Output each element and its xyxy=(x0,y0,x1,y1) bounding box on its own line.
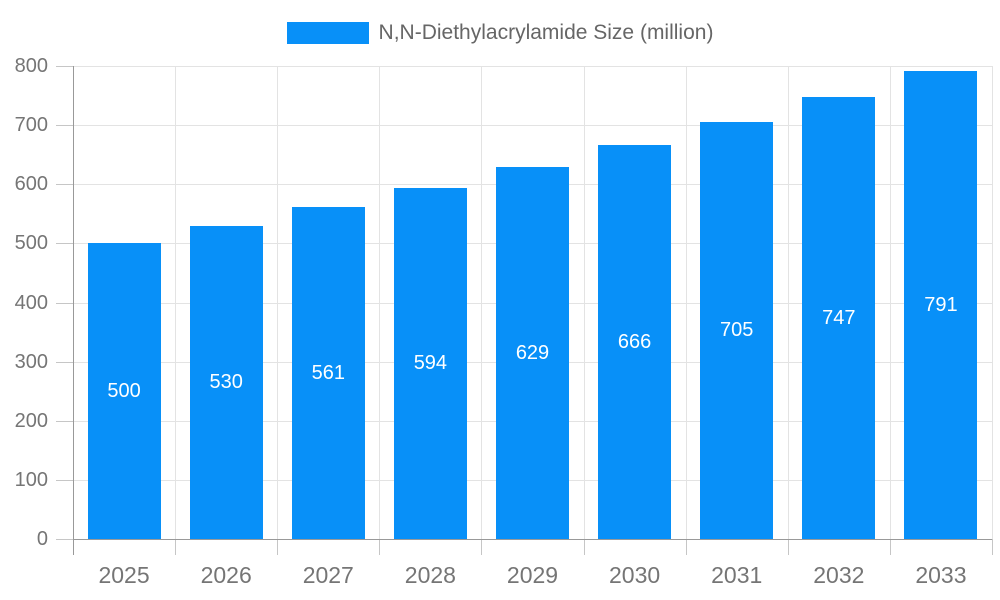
y-axis-label: 100 xyxy=(14,468,48,491)
x-axis-label: 2025 xyxy=(98,562,150,588)
y-axis-label: 700 xyxy=(14,114,48,137)
bar-2027[interactable]: 561 xyxy=(291,207,365,539)
bar-value-label: 705 xyxy=(720,319,754,342)
x-axis-line xyxy=(73,539,992,540)
gridline-vertical xyxy=(379,66,381,539)
bar-value-label: 594 xyxy=(413,351,448,374)
x-axis-tick xyxy=(889,539,891,555)
x-axis-label: 2031 xyxy=(711,562,763,588)
bar-value-label: 500 xyxy=(107,379,141,402)
y-axis-tick xyxy=(56,66,73,67)
bar-2025[interactable]: 500 xyxy=(87,243,161,539)
y-axis-tick xyxy=(56,125,73,127)
y-axis-label: 300 xyxy=(14,350,48,373)
y-axis-label: 600 xyxy=(14,173,48,196)
gridline-vertical xyxy=(481,66,483,539)
x-axis-tick xyxy=(685,539,687,555)
bar-2028[interactable]: 594 xyxy=(393,187,467,539)
gridline-vertical xyxy=(175,66,177,539)
x-axis-label: 2029 xyxy=(506,562,559,588)
y-axis-tick xyxy=(56,184,73,186)
x-axis-tick xyxy=(175,539,177,555)
x-axis-tick xyxy=(787,539,789,555)
gridline-vertical xyxy=(889,66,891,539)
x-axis-tick xyxy=(583,539,585,555)
bar-2031[interactable]: 705 xyxy=(700,122,774,539)
legend-swatch xyxy=(286,22,369,44)
x-axis-label: 2027 xyxy=(302,562,354,588)
bar-2030[interactable]: 666 xyxy=(598,145,672,539)
y-axis-tick xyxy=(56,479,73,481)
x-axis-label: 2026 xyxy=(200,562,252,588)
x-axis-tick xyxy=(379,539,381,555)
bar-value-label: 561 xyxy=(311,361,345,384)
x-axis-label: 2030 xyxy=(609,562,661,588)
gridline-vertical xyxy=(583,66,585,539)
gridline-horizontal xyxy=(73,66,992,67)
bar-2032[interactable]: 747 xyxy=(802,97,876,539)
bar-value-label: 791 xyxy=(924,293,958,316)
y-axis-tick xyxy=(56,420,73,422)
y-axis-label: 400 xyxy=(14,291,48,314)
y-axis-label: 800 xyxy=(14,55,48,77)
gridline-vertical xyxy=(992,66,993,539)
x-axis-tick xyxy=(277,539,279,555)
y-axis-tick xyxy=(56,539,73,540)
bar-value-label: 666 xyxy=(617,330,652,353)
y-axis-label: 0 xyxy=(36,528,48,550)
bar-2029[interactable]: 629 xyxy=(496,167,569,539)
y-axis-line xyxy=(73,66,74,555)
legend[interactable]: N,N-Diethylacrylamide Size (million) xyxy=(0,22,1000,44)
x-axis-label: 2028 xyxy=(404,562,456,588)
gridline-horizontal xyxy=(73,125,992,127)
x-axis-tick xyxy=(992,539,993,555)
bar-value-label: 629 xyxy=(515,341,550,364)
bar-2033[interactable]: 791 xyxy=(904,71,978,539)
y-axis-tick xyxy=(56,243,73,245)
x-axis-label: 2032 xyxy=(813,562,865,588)
bar-value-label: 747 xyxy=(822,306,856,329)
x-axis-label: 2033 xyxy=(915,562,967,588)
y-axis-tick xyxy=(56,361,73,363)
gridline-vertical xyxy=(277,66,279,539)
x-axis-tick xyxy=(481,539,483,555)
gridline-vertical xyxy=(787,66,789,539)
y-axis-label: 200 xyxy=(14,409,48,432)
legend-label: N,N-Diethylacrylamide Size (million) xyxy=(378,21,714,44)
bar-value-label: 530 xyxy=(209,370,243,393)
y-axis-label: 500 xyxy=(14,232,48,255)
bar-2026[interactable]: 530 xyxy=(189,225,263,539)
gridline-vertical xyxy=(685,66,687,539)
y-axis-tick xyxy=(56,302,73,304)
